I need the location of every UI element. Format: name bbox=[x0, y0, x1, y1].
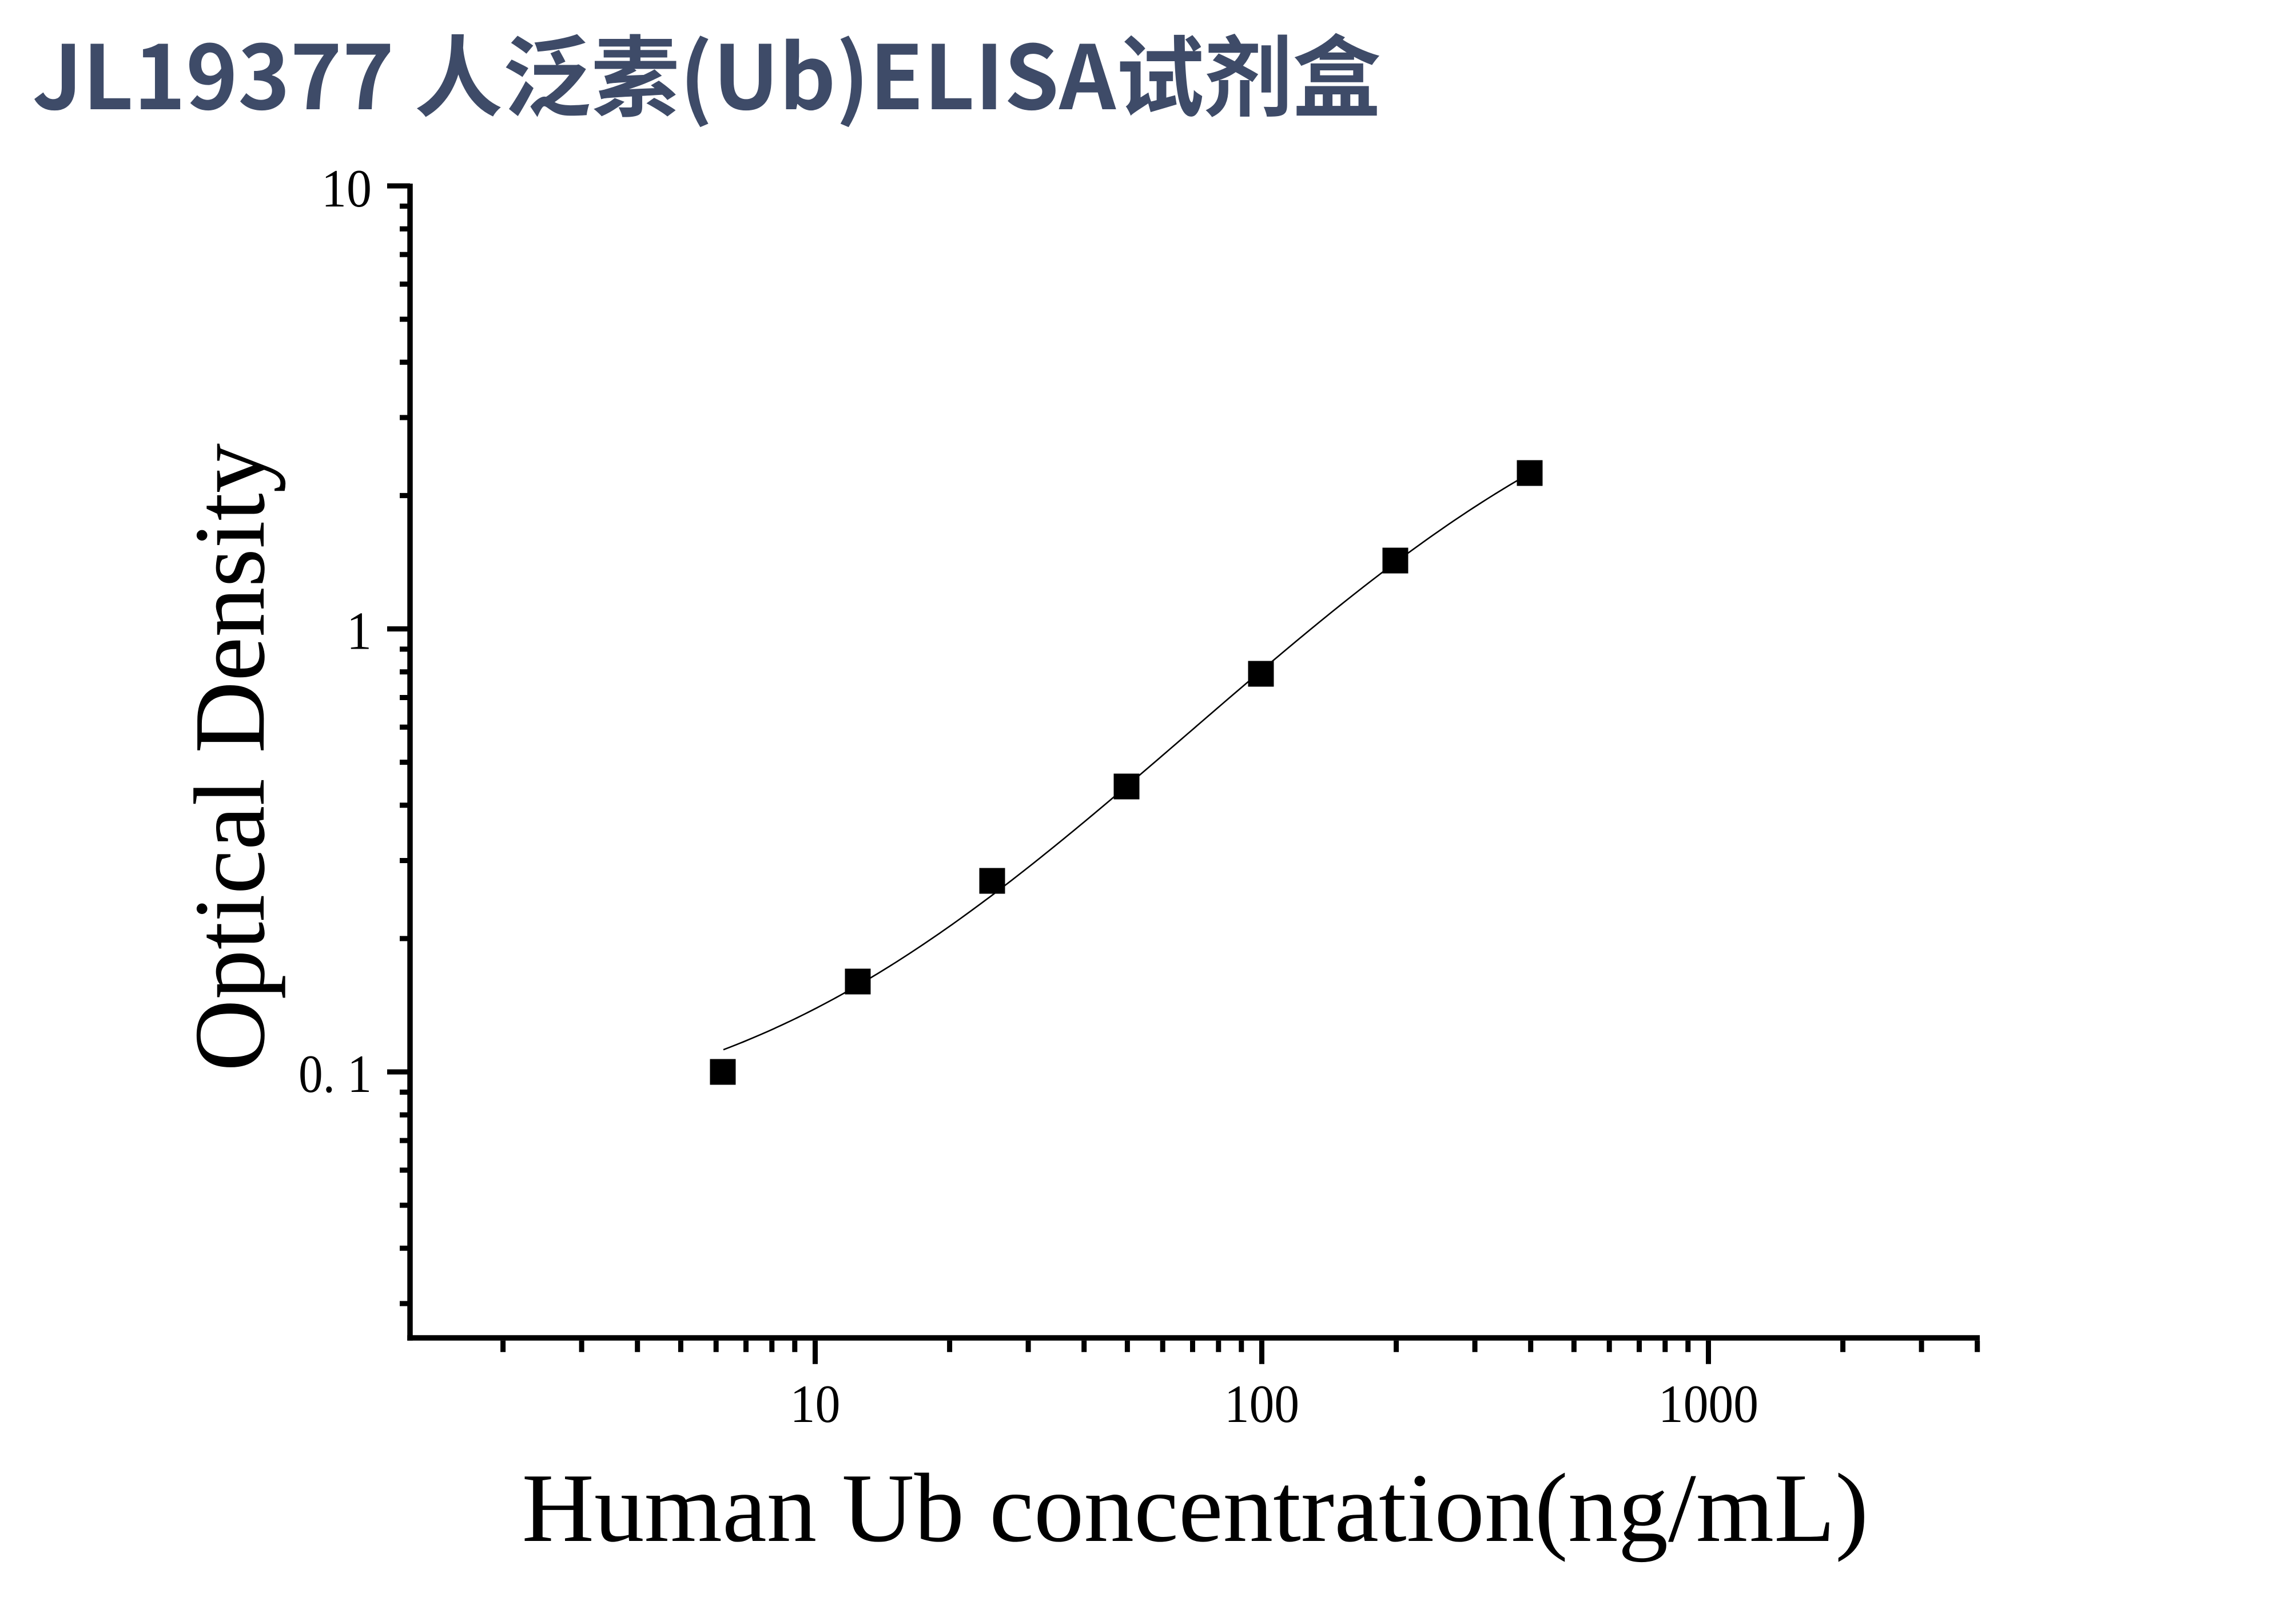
svg-text:0. 1: 0. 1 bbox=[299, 1044, 372, 1104]
svg-text:100: 100 bbox=[1224, 1374, 1299, 1434]
svg-text:1000: 1000 bbox=[1658, 1374, 1758, 1434]
svg-text:Human Ub concentration(ng/mL): Human Ub concentration(ng/mL) bbox=[522, 1454, 1869, 1563]
svg-text:Optical Density: Optical Density bbox=[174, 443, 286, 1071]
svg-text:10: 10 bbox=[790, 1374, 841, 1434]
svg-text:10: 10 bbox=[321, 159, 372, 218]
svg-text:1: 1 bbox=[347, 602, 372, 661]
